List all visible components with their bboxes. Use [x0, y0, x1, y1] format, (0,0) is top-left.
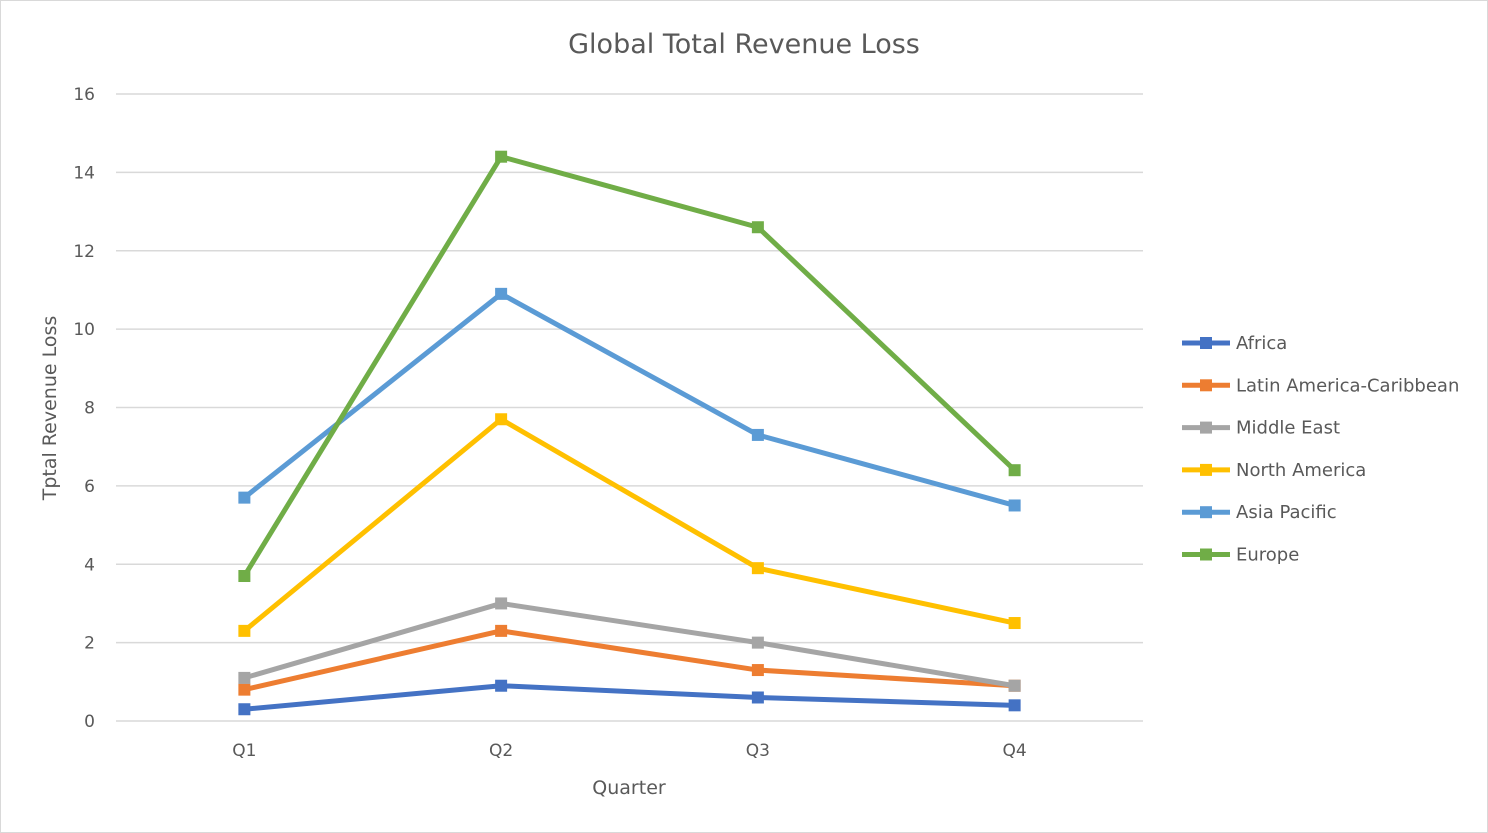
data-point-marker: [238, 624, 251, 637]
data-point-marker: [1008, 699, 1021, 712]
legend-item: Middle East: [1182, 418, 1340, 439]
legend-item: Africa: [1182, 333, 1287, 354]
y-tick-label: 0: [84, 712, 95, 732]
legend-label: Europe: [1236, 545, 1299, 566]
legend-label: Asia Pacific: [1236, 502, 1337, 523]
legend-marker: [1200, 463, 1212, 476]
legend-item: Latin America-Caribbean: [1182, 375, 1459, 396]
legend-label: Latin America-Caribbean: [1236, 375, 1459, 396]
series-middle-east: [238, 597, 1021, 692]
data-point-marker: [751, 636, 764, 649]
data-point-marker: [495, 624, 508, 637]
x-axis-title: Quarter: [592, 777, 666, 799]
x-tick-label: Q4: [1003, 741, 1027, 761]
series-line: [241, 683, 1018, 712]
series-line: [241, 628, 1018, 693]
y-tick-label: 4: [84, 555, 95, 575]
series-lines: [238, 150, 1021, 716]
data-point-marker: [1008, 679, 1021, 692]
data-point-marker: [238, 491, 251, 504]
x-tick-label: Q2: [489, 741, 513, 761]
data-point-marker: [1008, 617, 1021, 630]
legend: Africa Latin America-Caribbean Middle East…: [1182, 333, 1459, 566]
y-axis-title: Tptal Revenue Loss: [39, 316, 61, 502]
legend-item: Asia Pacific: [1182, 502, 1337, 523]
data-point-marker: [238, 671, 251, 684]
data-point-marker: [751, 221, 764, 234]
data-point-marker: [1008, 499, 1021, 512]
series-europe: [238, 150, 1021, 583]
series-asia-pacific: [238, 287, 1021, 512]
data-point-marker: [238, 703, 251, 716]
x-axis-ticks: Q1 Q2 Q3 Q4: [232, 741, 1026, 761]
data-point-marker: [495, 679, 508, 692]
legend-label: North America: [1236, 460, 1366, 481]
y-tick-label: 16: [73, 85, 95, 105]
y-tick-label: 14: [73, 163, 95, 183]
legend-marker: [1200, 506, 1212, 519]
y-tick-label: 12: [73, 242, 95, 262]
data-point-marker: [238, 570, 251, 583]
legend-marker: [1200, 421, 1212, 434]
series-line: [241, 154, 1018, 579]
legend-label: Africa: [1236, 333, 1287, 354]
series-latin-america-caribbean: [238, 624, 1021, 696]
legend-item: North America: [1182, 460, 1366, 481]
gridlines: [116, 93, 1143, 722]
y-axis-ticks: 0 2 4 6 8 10 12 14 16: [73, 85, 95, 732]
data-point-marker: [495, 597, 508, 610]
series-line: [241, 600, 1018, 689]
data-point-marker: [495, 413, 508, 426]
y-tick-label: 6: [84, 477, 95, 497]
data-point-marker: [751, 664, 764, 677]
legend-label: Middle East: [1236, 418, 1340, 439]
y-tick-label: 8: [84, 399, 95, 419]
legend-marker: [1200, 379, 1212, 392]
data-point-marker: [1008, 464, 1021, 477]
legend-item: Europe: [1182, 545, 1299, 566]
legend-marker: [1200, 548, 1212, 561]
x-tick-label: Q3: [746, 741, 770, 761]
data-point-marker: [238, 683, 251, 696]
series-line: [241, 416, 1018, 634]
y-tick-label: 2: [84, 634, 95, 654]
series-line: [241, 291, 1018, 508]
series-north-america: [238, 413, 1021, 637]
data-point-marker: [751, 562, 764, 575]
data-point-marker: [751, 691, 764, 704]
x-tick-label: Q1: [232, 741, 256, 761]
series-africa: [238, 679, 1021, 716]
data-point-marker: [495, 287, 508, 300]
data-point-marker: [495, 150, 508, 163]
y-tick-label: 10: [73, 320, 95, 340]
data-point-marker: [751, 428, 764, 441]
chart-title: Global Total Revenue Loss: [568, 29, 920, 60]
legend-marker: [1200, 337, 1212, 349]
